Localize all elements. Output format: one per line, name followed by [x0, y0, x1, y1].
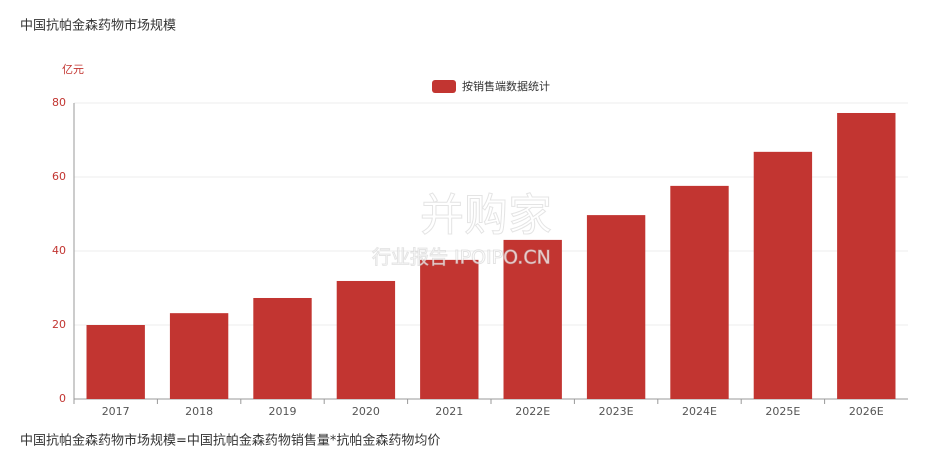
bar [169, 313, 229, 399]
x-tick-label: 2019 [269, 405, 297, 418]
bar [253, 297, 312, 399]
y-axis-label: 亿元 [62, 63, 84, 76]
x-tick-label: 2026E [849, 405, 884, 418]
bar [670, 185, 729, 399]
y-tick-label: 20 [52, 318, 66, 331]
legend-label: 按销售端数据统计 [462, 79, 550, 93]
x-tick-label: 2025E [765, 405, 800, 418]
x-tick-label: 2017 [102, 405, 130, 418]
bar [753, 151, 813, 399]
x-tick-label: 2022E [515, 405, 550, 418]
bar [503, 239, 562, 399]
chart-title: 中国抗帕金森药物市场规模 [20, 18, 176, 34]
legend-swatch [432, 80, 456, 93]
bar [336, 280, 396, 399]
x-tick-label: 2021 [435, 405, 463, 418]
bar [86, 325, 145, 399]
y-tick-label: 40 [52, 244, 66, 257]
y-tick-label: 0 [59, 392, 66, 405]
bar [420, 259, 479, 399]
y-tick-label: 80 [52, 96, 66, 109]
x-tick-label: 2018 [185, 405, 213, 418]
x-tick-label: 2023E [599, 405, 634, 418]
x-tick-label: 2024E [682, 405, 717, 418]
watermark-subtitle: 行业报告 IPOIPO.CN [372, 247, 551, 269]
watermark-logo: 并购家 [420, 190, 552, 241]
footnote: 中国抗帕金森药物市场规模=中国抗帕金森药物销售量*抗帕金森药物均价 [20, 433, 440, 449]
y-tick-label: 60 [52, 170, 66, 183]
bar [837, 112, 896, 400]
x-tick-label: 2020 [352, 405, 380, 418]
bar [586, 215, 646, 399]
